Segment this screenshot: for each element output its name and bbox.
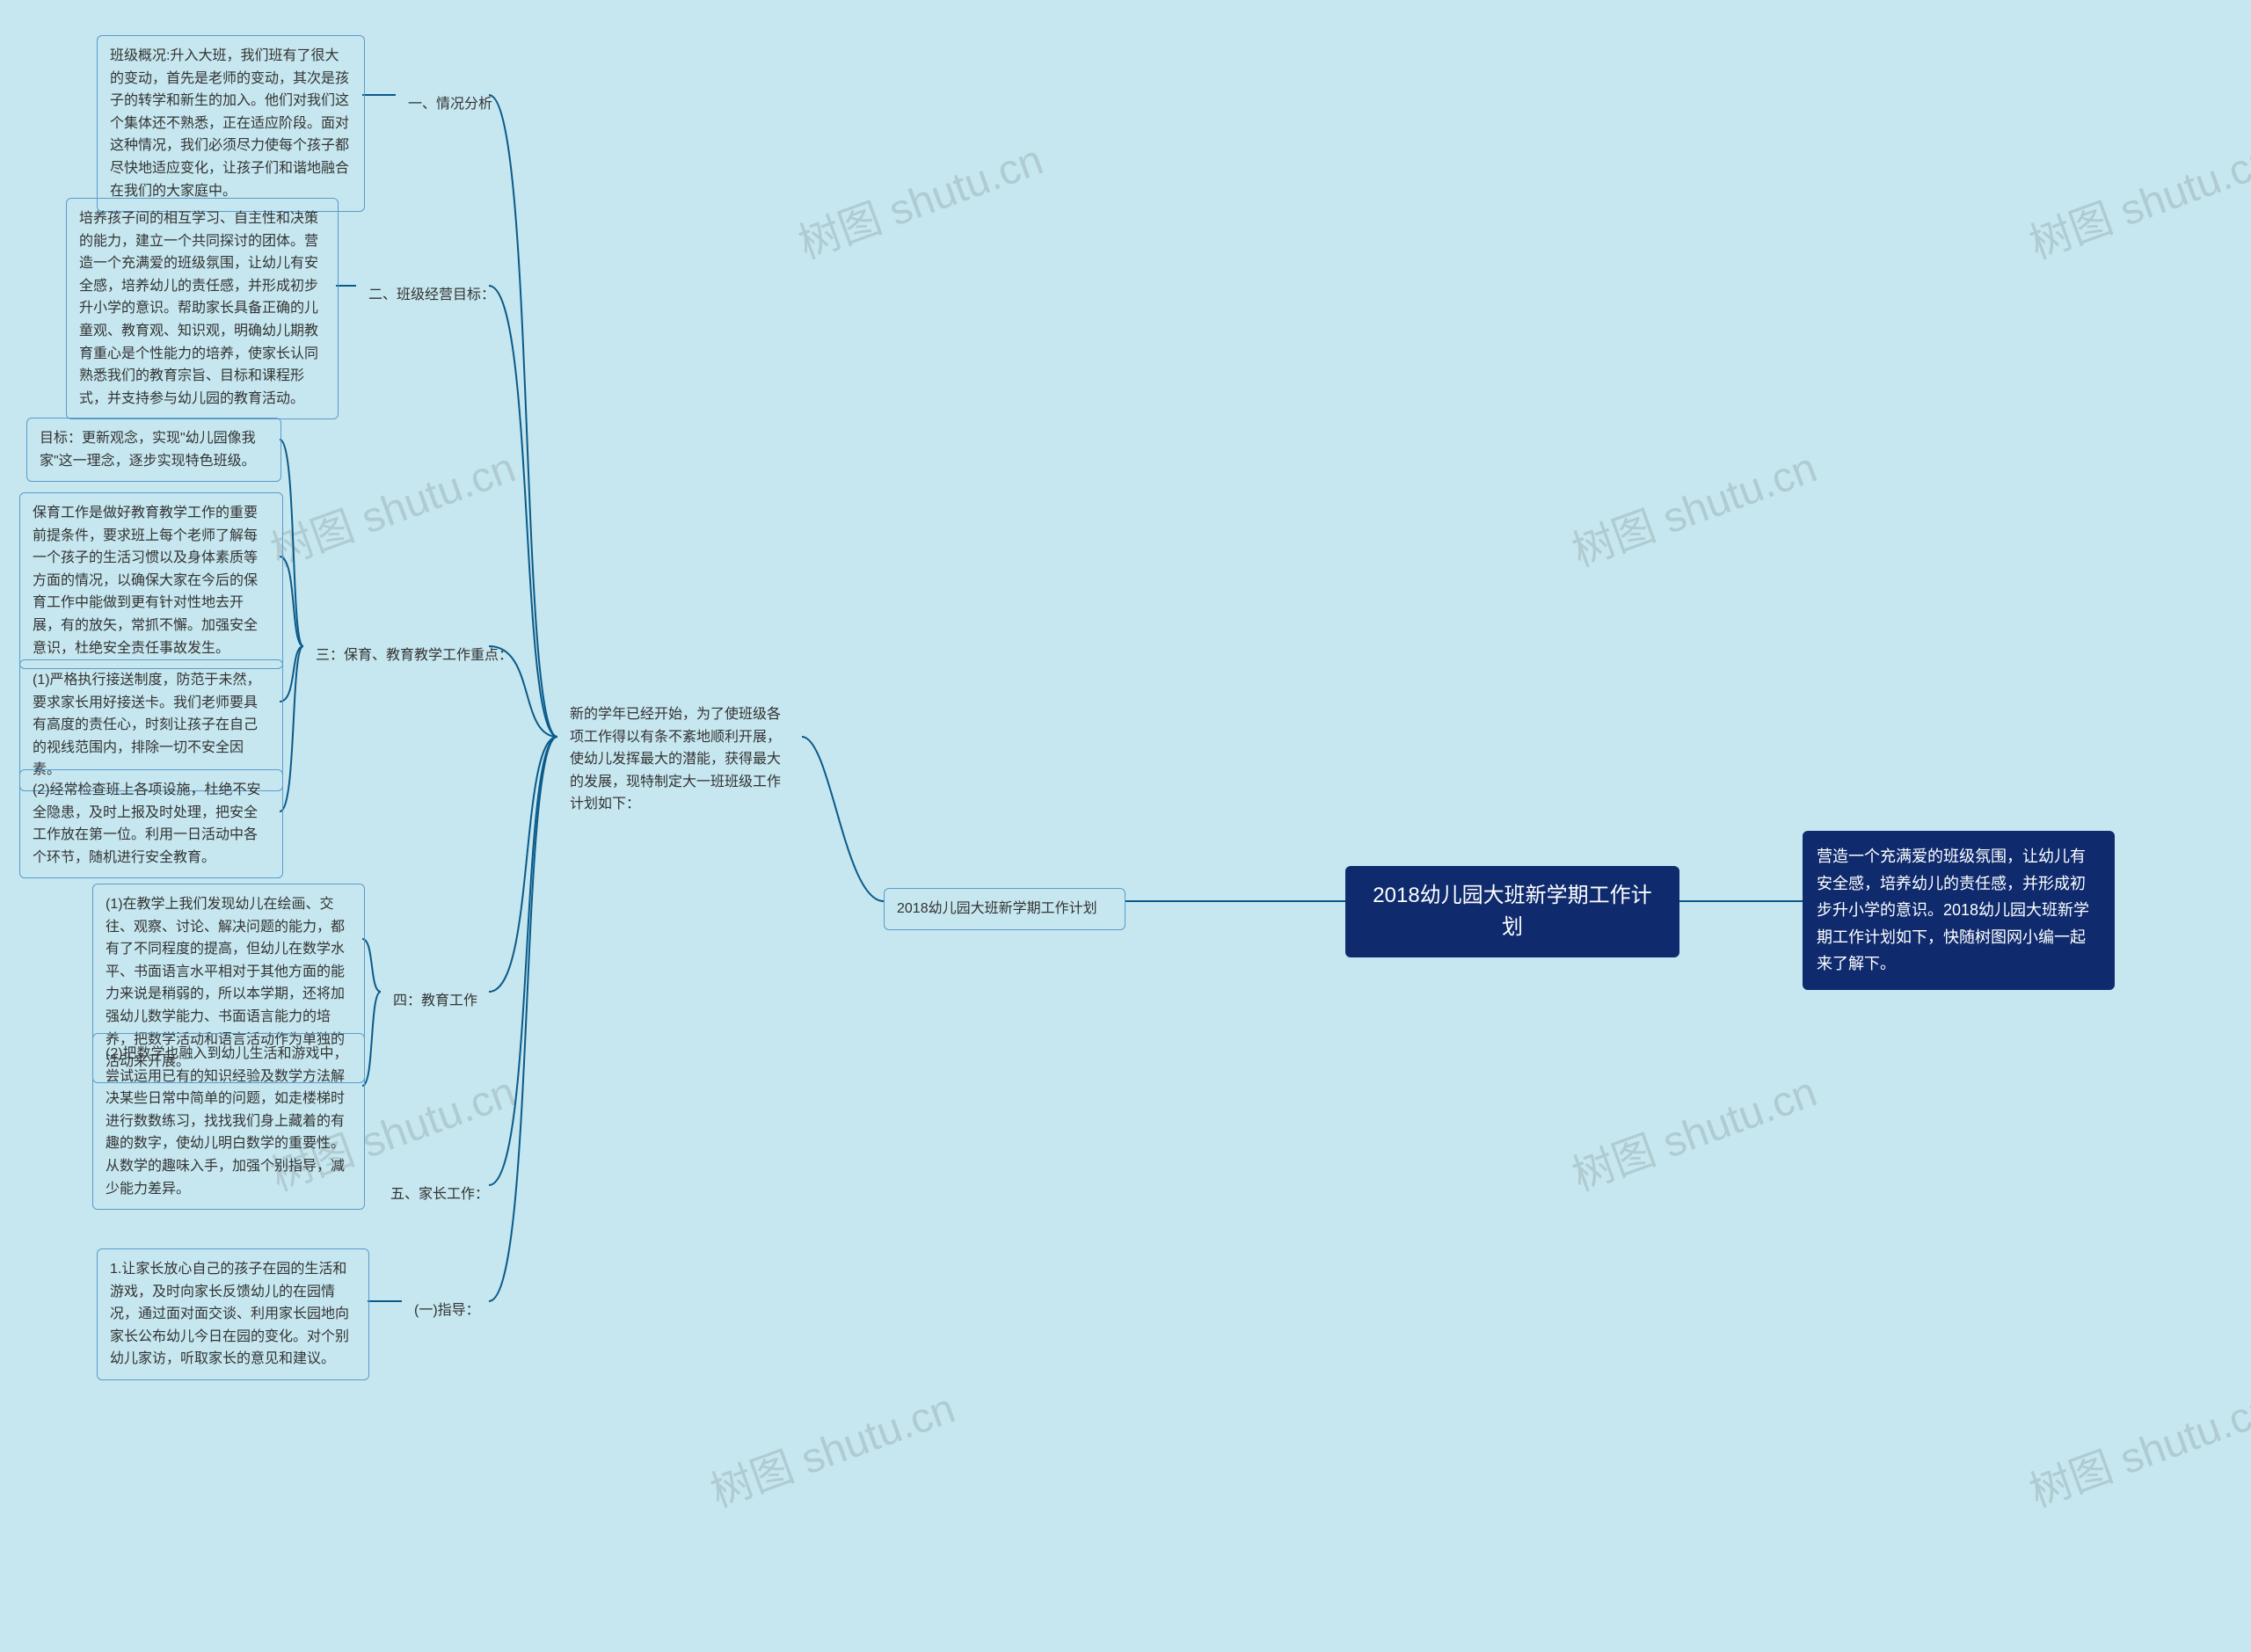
title-node: 2018幼儿园大班新学期工作计划	[1345, 866, 1679, 957]
sec2-title: 二、班级经营目标：	[356, 275, 507, 316]
sec3-b: 保育工作是做好教育教学工作的重要前提条件，要求班上每个老师了解每一个孩子的生活习…	[19, 492, 283, 669]
watermark: 树图 shutu.cn	[701, 1373, 962, 1518]
sec3-d: (2)经常检查班上各项设施，杜绝不安全隐患，及时上报及时处理，把安全工作放在第一…	[19, 769, 283, 878]
sec6-title: (一)指导：	[402, 1291, 492, 1331]
sec4-title: 四：教育工作	[381, 981, 490, 1022]
watermark: 树图 shutu.cn	[1563, 433, 1824, 578]
watermark: 树图 shutu.cn	[789, 125, 1050, 270]
section-head-node: 2018幼儿园大班新学期工作计划	[884, 888, 1126, 930]
watermark: 树图 shutu.cn	[1563, 1057, 1824, 1202]
watermark: 树图 shutu.cn	[261, 433, 522, 578]
sec3-a: 目标：更新观念，实现"幼儿园像我家"这一理念，逐步实现特色班级。	[26, 418, 281, 482]
watermark: 树图 shutu.cn	[2020, 125, 2251, 270]
preface-node: 新的学年已经开始，为了使班级各项工作得以有条不紊地顺利开展，使幼儿发挥最大的潜能…	[557, 695, 804, 825]
intro-node: 营造一个充满爱的班级氛围，让幼儿有安全感，培养幼儿的责任感，并形成初步升小学的意…	[1803, 831, 2115, 990]
sec6-text: 1.让家长放心自己的孩子在园的生活和游戏，及时向家长反馈幼儿的在园情况，通过面对…	[97, 1248, 369, 1380]
sec3-title: 三：保育、教育教学工作重点：	[303, 636, 525, 676]
watermark: 树图 shutu.cn	[2020, 1373, 2251, 1518]
sec2-text: 培养孩子间的相互学习、自主性和决策的能力，建立一个共同探讨的团体。营造一个充满爱…	[66, 198, 339, 419]
sec4-b: (2)把数学也融入到幼儿生活和游戏中，尝试运用已有的知识经验及数学方法解决某些日…	[92, 1033, 365, 1210]
sec1-title: 一、情况分析	[396, 84, 505, 125]
sec5-title: 五、家长工作：	[378, 1175, 501, 1215]
sec1-text: 班级概况:升入大班，我们班有了很大的变动，首先是老师的变动，其次是孩子的转学和新…	[97, 35, 365, 212]
